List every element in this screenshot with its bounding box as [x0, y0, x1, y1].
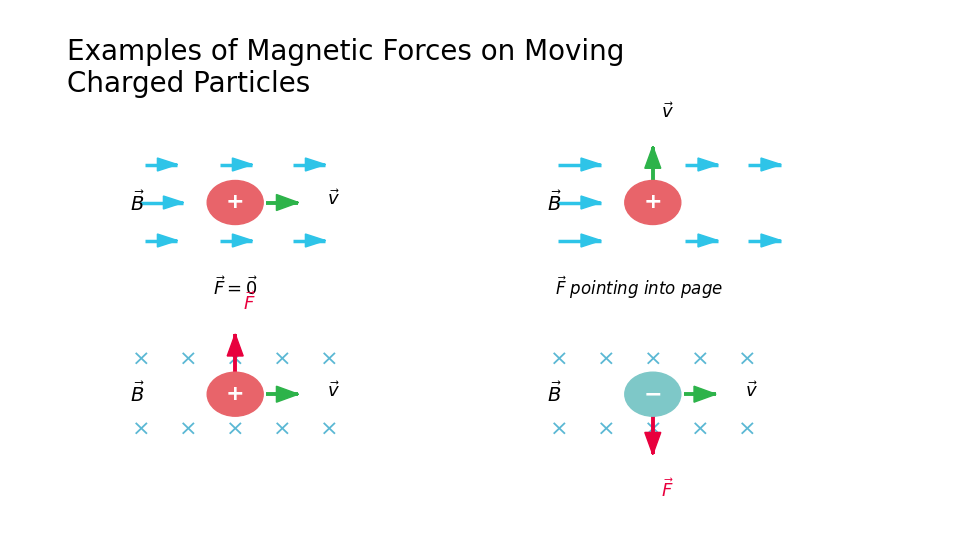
FancyArrow shape — [698, 158, 718, 171]
Text: $\vec{v}$: $\vec{v}$ — [327, 190, 340, 210]
Text: ×: × — [179, 419, 198, 439]
FancyArrow shape — [581, 234, 601, 247]
Text: ×: × — [737, 349, 756, 369]
Text: $\vec{F}$ pointing into page: $\vec{F}$ pointing into page — [555, 274, 723, 301]
Text: ×: × — [596, 419, 615, 439]
Text: $\vec{v}$: $\vec{v}$ — [745, 381, 757, 401]
FancyArrow shape — [228, 334, 243, 356]
Ellipse shape — [625, 180, 681, 225]
Text: ×: × — [737, 419, 756, 439]
Text: ×: × — [643, 419, 662, 439]
Text: $\vec{v}$: $\vec{v}$ — [660, 103, 674, 123]
Text: −: − — [643, 384, 662, 404]
Text: ×: × — [226, 419, 245, 439]
Text: +: + — [226, 192, 245, 213]
Ellipse shape — [207, 180, 263, 225]
Text: ×: × — [320, 419, 339, 439]
FancyArrow shape — [698, 234, 718, 247]
Text: $\vec{F}=\vec{0}$: $\vec{F}=\vec{0}$ — [212, 276, 258, 299]
Text: ×: × — [549, 419, 568, 439]
Text: $\vec{F}$: $\vec{F}$ — [660, 478, 673, 501]
FancyArrow shape — [305, 158, 325, 171]
Text: ×: × — [690, 419, 709, 439]
FancyArrow shape — [305, 234, 325, 247]
Text: ×: × — [179, 349, 198, 369]
Text: $\vec{B}$: $\vec{B}$ — [130, 191, 145, 214]
FancyArrow shape — [761, 158, 781, 171]
Text: ×: × — [226, 349, 245, 369]
Ellipse shape — [207, 372, 263, 416]
Text: ×: × — [549, 349, 568, 369]
Ellipse shape — [625, 372, 681, 416]
FancyArrow shape — [645, 433, 660, 455]
Text: ×: × — [690, 349, 709, 369]
FancyArrow shape — [581, 196, 601, 209]
FancyArrow shape — [157, 234, 178, 247]
FancyArrow shape — [276, 194, 299, 211]
FancyArrow shape — [276, 386, 299, 402]
Text: $\vec{v}$: $\vec{v}$ — [327, 381, 340, 401]
Text: ×: × — [273, 419, 292, 439]
FancyArrow shape — [581, 158, 601, 171]
Text: +: + — [643, 192, 662, 213]
FancyArrow shape — [232, 234, 252, 247]
FancyArrow shape — [163, 196, 183, 209]
Text: $\vec{B}$: $\vec{B}$ — [130, 382, 145, 406]
FancyArrow shape — [694, 386, 716, 402]
Text: ×: × — [273, 349, 292, 369]
Text: $\vec{B}$: $\vec{B}$ — [547, 191, 563, 214]
Text: Examples of Magnetic Forces on Moving
Charged Particles: Examples of Magnetic Forces on Moving Ch… — [67, 38, 625, 98]
Text: $\vec{F}$: $\vec{F}$ — [243, 291, 255, 314]
Text: ×: × — [132, 419, 151, 439]
Text: ×: × — [643, 349, 662, 369]
FancyArrow shape — [232, 158, 252, 171]
Text: ×: × — [320, 349, 339, 369]
Text: ×: × — [596, 349, 615, 369]
Text: +: + — [226, 384, 245, 404]
FancyArrow shape — [645, 146, 660, 168]
Text: ×: × — [132, 349, 151, 369]
FancyArrow shape — [157, 158, 178, 171]
Text: $\vec{B}$: $\vec{B}$ — [547, 382, 563, 406]
FancyArrow shape — [761, 234, 781, 247]
